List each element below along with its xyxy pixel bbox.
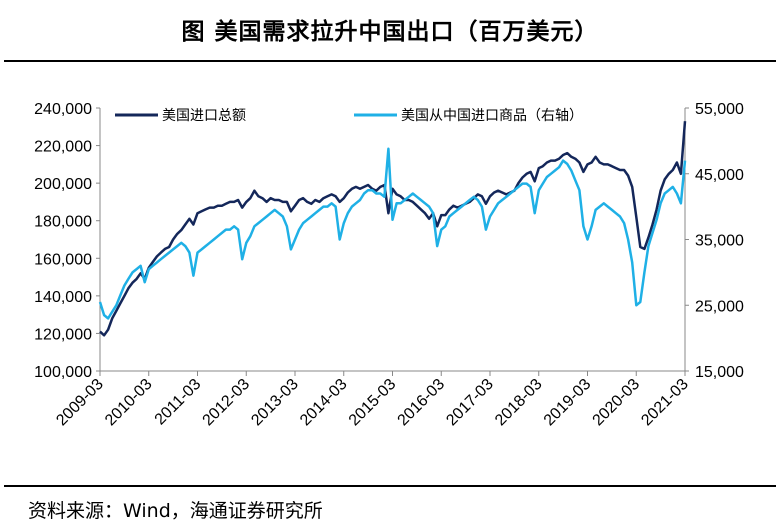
series-line-us-imports [99,121,687,337]
x-tick-label: 2010-03 [102,376,156,430]
source-note: 资料来源：Wind，海通证券研究所 [28,500,323,522]
title-divider [4,60,776,62]
left-tick-label: 120,000 [34,326,92,343]
left-tick-label: 240,000 [34,101,92,118]
x-tick-label: 2009-03 [53,376,107,430]
left-tick-label: 180,000 [34,214,92,231]
x-tick-label: 2016-03 [395,376,449,430]
x-tick-label: 2019-03 [541,376,595,430]
legend-label: 美国从中国进口商品（右轴） [401,108,583,124]
right-tick-label: 45,000 [695,167,744,184]
left-tick-label: 220,000 [34,139,92,156]
right-tick-label: 35,000 [695,233,744,250]
chart-legend: 美国进口总额 美国从中国进口商品（右轴） [115,108,583,124]
x-tick-label: 2017-03 [443,376,497,430]
left-tick-label: 160,000 [34,251,92,268]
left-tick-label: 100,000 [34,364,92,381]
left-tick-label: 200,000 [34,176,92,193]
source-divider [4,485,776,487]
right-tick-label: 55,000 [695,101,744,118]
right-tick-label: 25,000 [695,298,744,315]
right-tick-label: 15,000 [695,364,744,381]
chart-title: 图 美国需求拉升中国出口（百万美元） [181,18,599,45]
series-line-us-imports-from-china [98,147,687,320]
x-tick-label: 2011-03 [152,376,205,429]
chart-series [98,121,687,337]
x-tick-label: 2021-03 [638,376,692,430]
x-tick-label: 2020-03 [590,376,644,430]
x-tick-label: 2018-03 [492,376,546,430]
x-tick-label: 2012-03 [200,376,254,430]
x-tick-label: 2014-03 [297,376,351,430]
left-tick-label: 140,000 [34,289,92,306]
x-tick-label: 2015-03 [346,376,400,430]
legend-label: 美国进口总额 [162,108,246,124]
x-tick-label: 2013-03 [248,376,302,430]
